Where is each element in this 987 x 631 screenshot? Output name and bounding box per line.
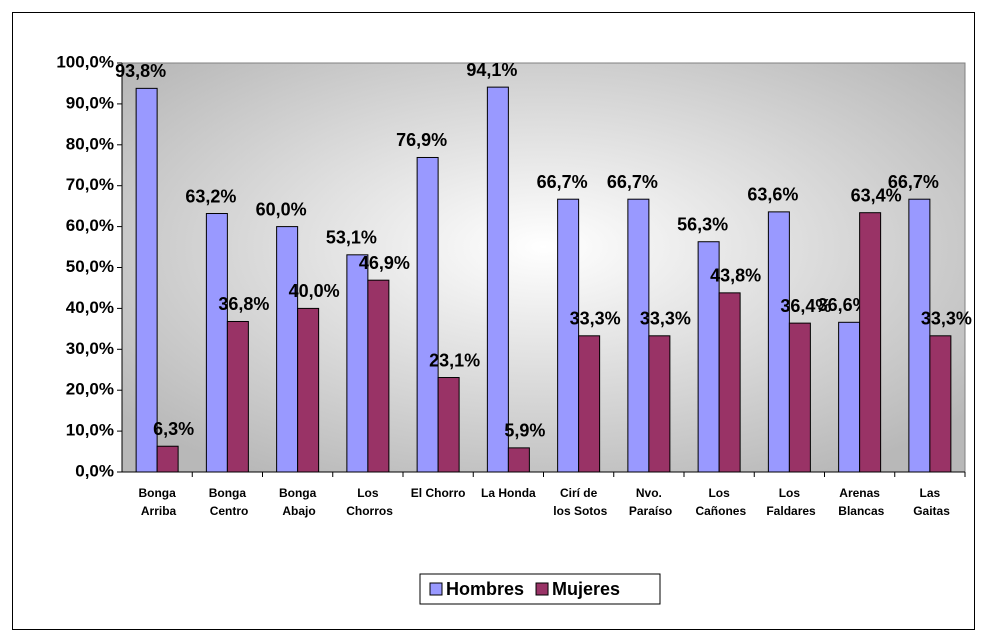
bar xyxy=(346,254,369,473)
value-label: 5,9% xyxy=(504,421,545,441)
bar xyxy=(135,87,158,473)
y-tick-label: 90,0% xyxy=(66,93,114,112)
value-label: 33,3% xyxy=(921,309,972,329)
value-label: 33,3% xyxy=(640,309,691,329)
bar xyxy=(908,198,931,473)
value-label: 40,0% xyxy=(289,281,340,301)
legend-label: Mujeres xyxy=(552,579,620,599)
value-label: 93,8% xyxy=(115,61,166,81)
bar xyxy=(297,307,320,473)
y-tick-label: 50,0% xyxy=(66,257,114,276)
x-tick-label: Los Chorros xyxy=(343,486,393,518)
value-label: 66,7% xyxy=(537,172,588,192)
bar xyxy=(205,213,228,473)
legend-swatch xyxy=(429,582,443,596)
value-label: 63,2% xyxy=(185,186,236,206)
bar xyxy=(718,292,741,473)
legend-swatch xyxy=(535,582,549,596)
value-label: 43,8% xyxy=(710,266,761,286)
bar xyxy=(767,211,790,473)
value-label: 56,3% xyxy=(677,214,728,234)
bar xyxy=(578,335,601,473)
value-label: 46,9% xyxy=(359,253,410,273)
y-tick-label: 10,0% xyxy=(66,421,114,440)
value-label: 63,4% xyxy=(851,185,902,205)
x-tick-label: Arenas Blancas xyxy=(835,486,885,518)
x-tick-label: Bonga Abajo xyxy=(279,486,317,518)
x-tick-label: Cirí de los Sotos xyxy=(550,486,608,518)
y-tick-label: 40,0% xyxy=(66,298,114,317)
value-label: 66,7% xyxy=(607,172,658,192)
y-tick-label: 20,0% xyxy=(66,380,114,399)
value-label: 63,6% xyxy=(747,185,798,205)
y-tick-label: 70,0% xyxy=(66,175,114,194)
chart-border xyxy=(12,12,975,630)
x-tick-label: El Chorro xyxy=(411,486,466,500)
bar xyxy=(437,377,460,473)
x-tick-label: La Honda xyxy=(481,486,536,500)
y-tick-label: 30,0% xyxy=(66,339,114,358)
x-tick-label: Los Cañones xyxy=(692,486,746,518)
bar xyxy=(156,445,179,473)
value-label: 36,4% xyxy=(780,296,831,316)
bar xyxy=(416,156,439,473)
x-tick-label: Bonga Arriba xyxy=(138,486,177,518)
plot-area xyxy=(121,62,966,473)
x-tick-label: Bonga Centro xyxy=(206,486,248,518)
value-label: 66,7% xyxy=(888,172,939,192)
value-label: 36,8% xyxy=(218,294,269,314)
x-tick-label: Nvo. Paraíso xyxy=(626,486,673,518)
value-label: 53,1% xyxy=(326,228,377,248)
bar xyxy=(627,198,650,473)
value-label: 94,1% xyxy=(466,60,517,80)
bar xyxy=(486,86,509,473)
y-tick-label: 0,0% xyxy=(75,461,114,480)
value-label: 60,0% xyxy=(256,199,307,219)
value-label: 23,1% xyxy=(429,350,480,370)
bar xyxy=(367,279,390,473)
value-label: 33,3% xyxy=(570,309,621,329)
bar xyxy=(788,322,811,473)
y-tick-label: 80,0% xyxy=(66,134,114,153)
value-label: 36,6% xyxy=(818,295,869,315)
x-tick-label: Las Gaitas xyxy=(910,486,950,518)
bar xyxy=(557,198,580,473)
bar xyxy=(838,321,861,473)
value-label: 6,3% xyxy=(153,419,194,439)
bar xyxy=(226,320,249,473)
y-tick-label: 60,0% xyxy=(66,216,114,235)
y-tick-label: 100,0% xyxy=(56,52,114,71)
bar xyxy=(507,447,530,473)
bar xyxy=(648,335,671,473)
bar xyxy=(929,335,952,473)
bar xyxy=(276,226,299,473)
value-label: 76,9% xyxy=(396,130,447,150)
x-tick-label: Los Faldares xyxy=(763,486,816,518)
bar xyxy=(859,212,882,473)
legend-label: Hombres xyxy=(446,579,524,599)
